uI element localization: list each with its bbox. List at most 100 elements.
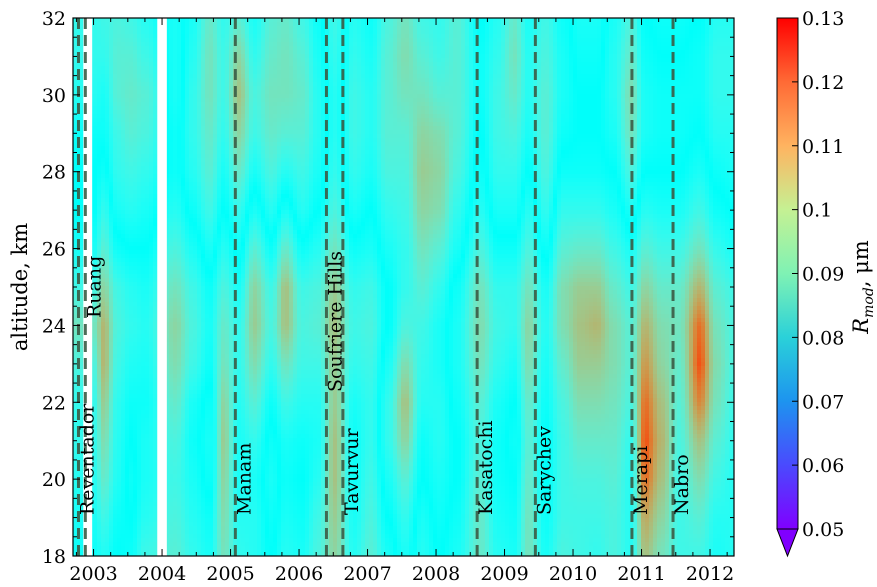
- heatmap-cell: [213, 462, 218, 467]
- heatmap-cell: [137, 150, 142, 155]
- heatmap-cell: [129, 326, 134, 331]
- heatmap-cell: [129, 442, 134, 447]
- heatmap-cell: [173, 278, 178, 283]
- heatmap-cell: [113, 298, 118, 303]
- heatmap-cell: [149, 534, 154, 539]
- heatmap-cell: [125, 30, 130, 35]
- heatmap-cell: [117, 174, 122, 179]
- heatmap-cell: [205, 226, 210, 231]
- heatmap-cell: [73, 82, 78, 87]
- heatmap-cell: [201, 150, 206, 155]
- heatmap-cell: [117, 314, 122, 319]
- heatmap-cell: [101, 70, 106, 75]
- heatmap-cell: [169, 314, 174, 319]
- heatmap-cell: [173, 162, 178, 167]
- heatmap-cell: [173, 218, 178, 223]
- heatmap-cell: [153, 462, 158, 467]
- heatmap-cell: [197, 326, 202, 331]
- heatmap-cell: [181, 90, 186, 95]
- heatmap-cell: [205, 70, 210, 75]
- heatmap-cell: [113, 274, 118, 279]
- heatmap-cell: [109, 74, 114, 79]
- heatmap-cell: [133, 106, 138, 111]
- heatmap-cell: [201, 198, 206, 203]
- heatmap-cell: [205, 402, 210, 407]
- heatmap-cell: [173, 70, 178, 75]
- heatmap-cell: [73, 230, 78, 235]
- heatmap-cell: [153, 26, 158, 31]
- heatmap-cell: [117, 446, 122, 451]
- heatmap-cell: [137, 346, 142, 351]
- heatmap-cell: [137, 138, 142, 143]
- heatmap-cell: [137, 182, 142, 187]
- heatmap-cell: [149, 18, 154, 23]
- heatmap-cell: [213, 146, 218, 151]
- heatmap-cell: [73, 218, 78, 223]
- heatmap-cell: [149, 202, 154, 207]
- heatmap-cell: [149, 306, 154, 311]
- heatmap-cell: [213, 122, 218, 127]
- heatmap-cell: [177, 162, 182, 167]
- heatmap-cell: [201, 374, 206, 379]
- heatmap-cell: [121, 70, 126, 75]
- heatmap-cell: [93, 138, 98, 143]
- heatmap-cell: [133, 274, 138, 279]
- heatmap-cell: [201, 386, 206, 391]
- heatmap-cell: [153, 274, 158, 279]
- heatmap-cell: [145, 418, 150, 423]
- heatmap-cell: [217, 482, 222, 487]
- heatmap-cell: [109, 174, 114, 179]
- heatmap-cell: [181, 354, 186, 359]
- heatmap-cell: [129, 362, 134, 367]
- heatmap-cell: [181, 378, 186, 383]
- heatmap-cell: [145, 154, 150, 159]
- heatmap-cell: [93, 242, 98, 247]
- heatmap-cell: [149, 254, 154, 259]
- heatmap-cell: [177, 230, 182, 235]
- heatmap-cell: [117, 82, 122, 87]
- heatmap-cell: [105, 438, 110, 443]
- heatmap-cell: [109, 162, 114, 167]
- heatmap-cell: [213, 294, 218, 299]
- heatmap-cell: [117, 62, 122, 67]
- heatmap-cell: [113, 162, 118, 167]
- heatmap-cell: [173, 334, 178, 339]
- heatmap-cell: [149, 494, 154, 499]
- heatmap-cell: [173, 530, 178, 535]
- heatmap-cell: [177, 302, 182, 307]
- heatmap-cell: [173, 462, 178, 467]
- heatmap-cell: [209, 118, 214, 123]
- heatmap-cell: [109, 498, 114, 503]
- heatmap-cell: [97, 210, 102, 215]
- heatmap-cell: [129, 210, 134, 215]
- heatmap-cell: [141, 214, 146, 219]
- heatmap-cell: [193, 266, 198, 271]
- heatmap-cell: [129, 518, 134, 523]
- heatmap-cell: [129, 482, 134, 487]
- heatmap-cell: [209, 70, 214, 75]
- heatmap-cell: [173, 86, 178, 91]
- heatmap-cell: [93, 114, 98, 119]
- heatmap-cell: [197, 410, 202, 415]
- heatmap-cell: [201, 246, 206, 251]
- heatmap-cell: [153, 310, 158, 315]
- heatmap-cell: [181, 274, 186, 279]
- heatmap-cell: [181, 366, 186, 371]
- heatmap-cell: [101, 438, 106, 443]
- heatmap-cell: [153, 158, 158, 163]
- heatmap-cell: [101, 402, 106, 407]
- heatmap-cell: [185, 430, 190, 435]
- heatmap-cell: [129, 98, 134, 103]
- heatmap-cell: [149, 66, 154, 71]
- heatmap-cell: [173, 250, 178, 255]
- heatmap-cell: [117, 66, 122, 71]
- heatmap-cell: [129, 162, 134, 167]
- heatmap-cell: [189, 226, 194, 231]
- heatmap-cell: [193, 166, 198, 171]
- heatmap-cell: [109, 350, 114, 355]
- heatmap-cell: [205, 46, 210, 51]
- heatmap-cell: [109, 518, 114, 523]
- heatmap-cell: [101, 370, 106, 375]
- heatmap-cell: [93, 398, 98, 403]
- heatmap-cell: [133, 150, 138, 155]
